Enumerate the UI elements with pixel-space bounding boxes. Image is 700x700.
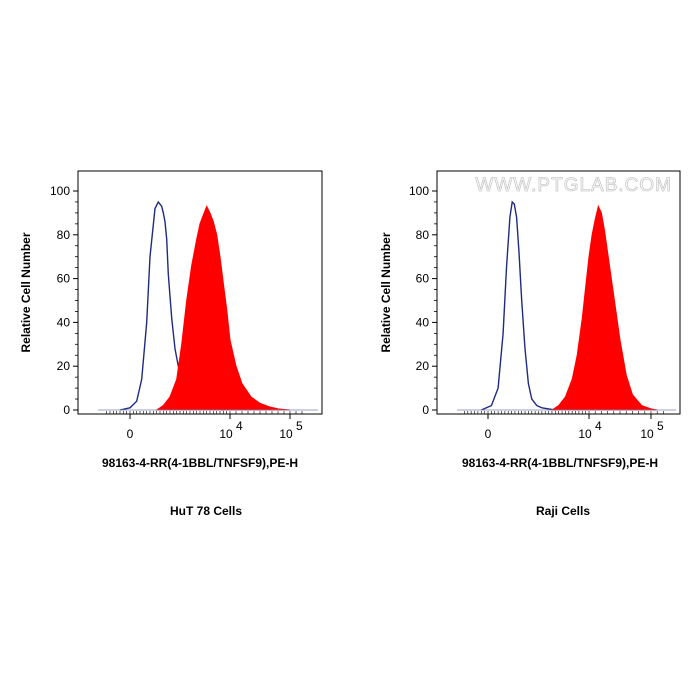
- y-axis-label: Relative Cell Number: [19, 232, 33, 352]
- y-tick-label: 20: [57, 359, 71, 373]
- x-tick-exponent: 5: [657, 419, 664, 433]
- x-tick-exponent: 4: [236, 419, 243, 433]
- watermark-text: WWW.PTGLAB.COM: [475, 175, 672, 196]
- x-tick-label: 0: [485, 427, 492, 441]
- control-histogram-outline: [481, 200, 556, 411]
- x-tick-label: 10: [219, 427, 233, 441]
- y-tick-label: 60: [57, 272, 71, 286]
- x-tick-label: 10: [279, 427, 293, 441]
- plot-frame: [436, 170, 681, 415]
- x-tick-label: 10: [578, 427, 592, 441]
- x-tick-exponent: 4: [595, 419, 602, 433]
- y-tick-label: 40: [416, 315, 430, 329]
- y-tick-label: 100: [409, 184, 429, 198]
- y-tick-label: 100: [50, 184, 70, 198]
- x-tick-exponent: 5: [296, 419, 303, 433]
- y-axis-label: Relative Cell Number: [379, 232, 393, 352]
- y-tick-label: 40: [57, 315, 71, 329]
- panel-caption: Raji Cells: [536, 504, 590, 518]
- panel-caption: HuT 78 Cells: [170, 504, 242, 518]
- x-tick-label: 10: [640, 427, 654, 441]
- y-tick-label: 80: [416, 228, 430, 242]
- y-tick-label: 60: [416, 272, 430, 286]
- filled-histogram-series: [155, 205, 291, 411]
- y-tick-label: 0: [63, 403, 70, 417]
- x-axis-label: 98163-4-RR(4-1BBL/TNFSF9),PE-H: [102, 456, 298, 470]
- x-tick-label: 0: [127, 427, 134, 441]
- y-tick-label: 20: [416, 359, 430, 373]
- x-axis-label: 98163-4-RR(4-1BBL/TNFSF9),PE-H: [462, 456, 658, 470]
- y-tick-label: 0: [422, 403, 429, 417]
- y-tick-label: 80: [57, 228, 71, 242]
- filled-histogram-series: [550, 204, 658, 411]
